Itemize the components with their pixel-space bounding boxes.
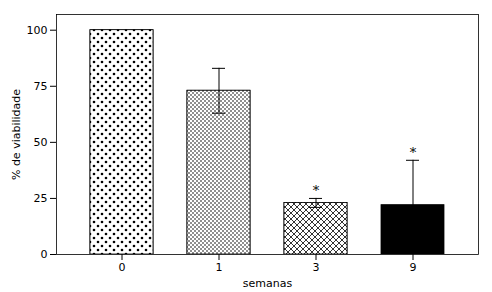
svg-text:50: 50 (34, 136, 48, 149)
svg-text:% de viabilidade: % de viabilidade (10, 89, 23, 180)
svg-text:75: 75 (34, 80, 48, 93)
svg-text:25: 25 (34, 192, 48, 205)
svg-text:100: 100 (27, 24, 48, 37)
svg-text:3: 3 (313, 261, 320, 274)
svg-text:9: 9 (410, 261, 417, 274)
svg-text:0: 0 (41, 248, 48, 261)
svg-text:1: 1 (216, 261, 223, 274)
svg-text:*: * (313, 183, 320, 198)
svg-text:semanas: semanas (243, 277, 293, 290)
svg-text:0: 0 (119, 261, 126, 274)
svg-text:*: * (410, 145, 417, 160)
